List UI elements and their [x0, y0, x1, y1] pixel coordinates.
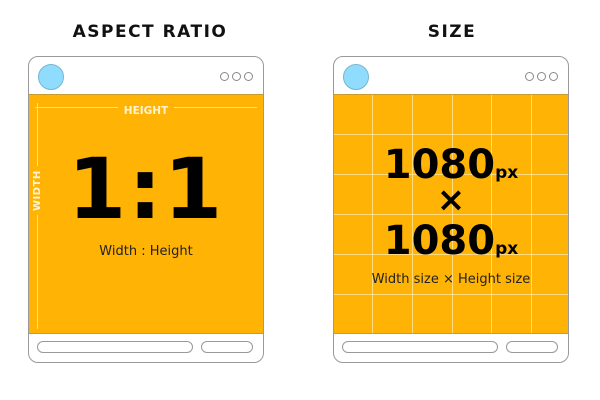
button-bar[interactable] — [201, 341, 253, 353]
input-bar[interactable] — [37, 341, 193, 353]
aspect-ratio-panel: HEIGHT WIDTH 1:1 Width : Height — [29, 94, 263, 334]
button-bar[interactable] — [506, 341, 558, 353]
grid-line — [334, 174, 568, 175]
grid-line — [334, 294, 568, 295]
aspect-ratio-title: ASPECT RATIO — [72, 22, 228, 42]
grid-line — [334, 214, 568, 215]
height-label: HEIGHT — [117, 105, 175, 117]
width-number: 1080 — [383, 142, 496, 188]
width-unit: px — [495, 163, 519, 183]
size-panel: 1080px × 1080px Width size × Height size — [334, 94, 568, 334]
aspect-ratio-window: HEIGHT WIDTH 1:1 Width : Height — [28, 56, 264, 363]
ratio-value: 1:1 — [67, 140, 225, 238]
input-bar[interactable] — [342, 341, 498, 353]
grid-line — [334, 254, 568, 255]
size-caption: Width size × Height size — [371, 272, 531, 287]
times-sign: × — [436, 180, 466, 220]
avatar-icon — [343, 64, 369, 90]
height-number: 1080 — [383, 218, 496, 264]
width-size-value: 1080px — [334, 143, 568, 195]
size-title: SIZE — [427, 22, 477, 42]
size-window: 1080px × 1080px Width size × Height size — [333, 56, 569, 363]
width-measure-line — [37, 103, 38, 329]
height-unit: px — [495, 239, 519, 259]
height-size-value: 1080px — [334, 219, 568, 271]
more-dots-icon[interactable] — [525, 72, 558, 81]
avatar-icon — [38, 64, 64, 90]
more-dots-icon[interactable] — [220, 72, 253, 81]
ratio-caption: Width : Height — [99, 244, 193, 259]
grid-line — [334, 134, 568, 135]
